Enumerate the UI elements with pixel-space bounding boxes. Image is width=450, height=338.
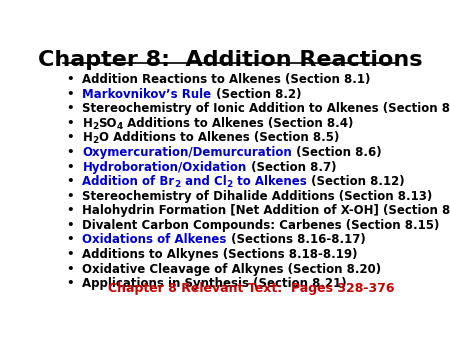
Text: •: • <box>67 146 74 159</box>
Text: •: • <box>67 88 74 101</box>
Text: to Alkenes: to Alkenes <box>233 175 306 188</box>
Text: H: H <box>82 131 92 144</box>
Text: Addition Reactions to Alkenes (Section 8.1): Addition Reactions to Alkenes (Section 8… <box>82 73 371 86</box>
Text: •: • <box>67 248 74 261</box>
Text: Additions to Alkynes (Sections 8.18-8.19): Additions to Alkynes (Sections 8.18-8.19… <box>82 248 358 261</box>
Text: Stereochemistry of Dihalide Additions (Section 8.13): Stereochemistry of Dihalide Additions (S… <box>82 190 432 203</box>
Text: •: • <box>67 102 74 115</box>
Text: Chapter 8 Relevant Text:  Pages 328-376: Chapter 8 Relevant Text: Pages 328-376 <box>108 282 395 295</box>
Text: Chapter 8:  Addition Reactions: Chapter 8: Addition Reactions <box>38 50 423 70</box>
Text: 2: 2 <box>92 121 99 130</box>
Text: Applications in Synthesis (Section 8.21): Applications in Synthesis (Section 8.21) <box>82 277 347 290</box>
Text: •: • <box>67 204 74 217</box>
Text: (Section 8.7): (Section 8.7) <box>247 161 336 173</box>
Text: Oxidative Cleavage of Alkynes (Section 8.20): Oxidative Cleavage of Alkynes (Section 8… <box>82 263 382 275</box>
Text: Addition of Br: Addition of Br <box>82 175 175 188</box>
Text: Stereochemistry of Ionic Addition to Alkenes (Section 8.3): Stereochemistry of Ionic Addition to Alk… <box>82 102 450 115</box>
Text: •: • <box>67 117 74 130</box>
Text: SO: SO <box>99 117 117 130</box>
Text: •: • <box>67 190 74 203</box>
Text: •: • <box>67 277 74 290</box>
Text: H: H <box>82 117 92 130</box>
Text: O Additions to Alkenes (Section 8.5): O Additions to Alkenes (Section 8.5) <box>99 131 339 144</box>
Text: •: • <box>67 219 74 232</box>
Text: Additions to Alkenes (Section 8.4): Additions to Alkenes (Section 8.4) <box>123 117 354 130</box>
Text: 2: 2 <box>227 180 233 189</box>
Text: (Section 8.12): (Section 8.12) <box>306 175 404 188</box>
Text: Hydroboration/Oxidation: Hydroboration/Oxidation <box>82 161 247 173</box>
Text: (Section 8.2): (Section 8.2) <box>212 88 301 101</box>
Text: Halohydrin Formation [Net Addition of X-OH] (Section 8.14): Halohydrin Formation [Net Addition of X-… <box>82 204 450 217</box>
Text: (Section 8.6): (Section 8.6) <box>292 146 382 159</box>
Text: and Cl: and Cl <box>181 175 227 188</box>
Text: •: • <box>67 175 74 188</box>
Text: 2: 2 <box>92 136 99 145</box>
Text: Oxidations of Alkenes: Oxidations of Alkenes <box>82 234 227 246</box>
Text: Markovnikov’s Rule: Markovnikov’s Rule <box>82 88 211 101</box>
Text: •: • <box>67 234 74 246</box>
Text: (Sections 8.16-8.17): (Sections 8.16-8.17) <box>227 234 365 246</box>
Text: •: • <box>67 131 74 144</box>
Text: Divalent Carbon Compounds: Carbenes (Section 8.15): Divalent Carbon Compounds: Carbenes (Sec… <box>82 219 440 232</box>
Text: Oxymercuration/Demurcuration: Oxymercuration/Demurcuration <box>82 146 292 159</box>
Text: •: • <box>67 161 74 173</box>
Text: •: • <box>67 73 74 86</box>
Text: •: • <box>67 263 74 275</box>
Text: 2: 2 <box>175 180 181 189</box>
Text: 4: 4 <box>117 121 123 130</box>
